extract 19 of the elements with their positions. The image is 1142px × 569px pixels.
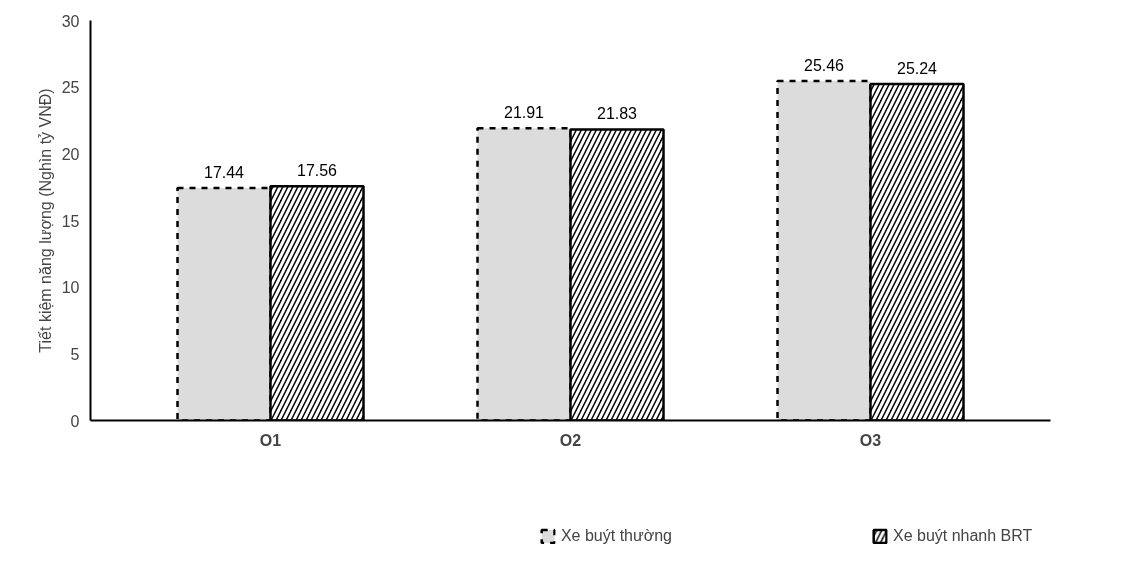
y-tick-label: 5 xyxy=(70,345,80,363)
y-axis-title: Tiết kiệm năng lượng (Nghìn tỷ VNĐ) xyxy=(36,88,54,353)
data-label: 17.56 xyxy=(296,162,338,180)
data-label: 21.83 xyxy=(596,105,638,123)
data-label: 25.46 xyxy=(803,57,845,75)
x-tick-label: O3 xyxy=(859,431,882,449)
data-label: 17.44 xyxy=(203,163,245,181)
x-tick-label: O2 xyxy=(559,431,582,449)
y-tick-label: 20 xyxy=(61,145,80,163)
y-tick-label: 10 xyxy=(61,279,80,297)
x-tick-label: O1 xyxy=(259,431,282,449)
y-tick-label: 15 xyxy=(61,212,80,230)
y-tick-label: 25 xyxy=(61,79,80,97)
y-tick-label: 0 xyxy=(70,412,80,430)
data-label: 21.91 xyxy=(503,104,545,122)
data-label: 25.24 xyxy=(896,59,938,77)
y-tick-label: 30 xyxy=(61,12,80,30)
legend-label: Xe buýt thường xyxy=(560,526,672,545)
legend-label: Xe buýt nhanh BRT xyxy=(892,526,1033,545)
